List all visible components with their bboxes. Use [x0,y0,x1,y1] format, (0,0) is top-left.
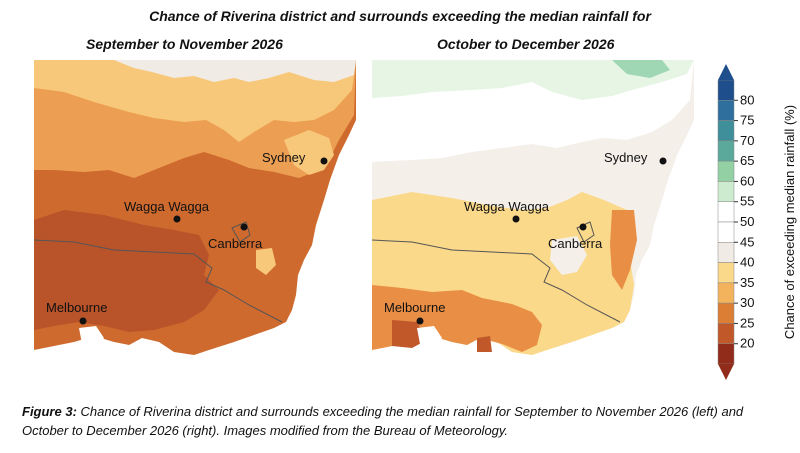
legend-swatch [717,302,735,324]
legend-swatch [717,120,735,142]
legend-top-arrow [718,64,734,80]
legend-swatch [717,262,735,284]
rainfall-legend: 80 75 70 65 60 55 50 45 40 35 30 25 20 Chance of exc… [716,62,800,382]
sydney-label: Sydney [604,150,648,165]
wagga-wagga-label: Wagga Wagga [124,199,210,214]
legend-title: Chance of exceeding median rainfall (%) [782,105,797,339]
caption-label: Figure 3: [22,404,77,419]
legend-tick-label: 60 [740,173,754,188]
canberra-label: Canberra [548,236,603,251]
legend-swatch [717,343,735,365]
right-map-subtitle: October to December 2026 [437,36,615,52]
map-sep-nov: Sydney Wagga Wagga Canberra Melbourne [34,60,360,380]
caption-text: Chance of Riverina district and surround… [22,404,744,438]
legend-swatch [717,181,735,202]
legend-swatch [717,323,735,344]
legend-swatch [717,242,735,263]
legend-swatch [717,282,735,304]
legend-tick-label: 50 [740,214,754,229]
legend-swatch [717,79,735,101]
legend-tick-label: 65 [740,153,754,168]
legend-swatch [717,221,735,243]
wagga-wagga-label: Wagga Wagga [464,199,550,214]
legend-tick-label: 25 [740,315,754,330]
legend-tick-label: 75 [740,113,754,128]
legend-tick-label: 20 [740,336,754,351]
melbourne-label: Melbourne [46,300,107,315]
legend-tick-label: 35 [740,275,754,290]
legend-swatch [717,160,735,182]
legend-tick-label: 55 [740,194,754,209]
canberra-label: Canberra [208,236,263,251]
legend-swatch [717,140,735,162]
legend-tick-label: 80 [740,92,754,107]
legend-tick-label: 30 [740,295,754,310]
legend-swatch [717,201,735,223]
figure-caption: Figure 3: Chance of Riverina district an… [22,402,792,440]
melbourne-label: Melbourne [384,300,445,315]
map-oct-dec: Sydney Wagga Wagga Canberra Melbourne [372,60,698,380]
legend-tick-label: 45 [740,234,754,249]
legend-bottom-arrow [718,364,734,380]
figure-title: Chance of Riverina district and surround… [149,8,651,24]
left-map-subtitle: September to November 2026 [86,36,283,52]
legend-tick-label: 70 [740,133,754,148]
legend-tick-label: 40 [740,255,754,270]
legend-swatch [717,100,735,121]
sydney-label: Sydney [262,150,306,165]
